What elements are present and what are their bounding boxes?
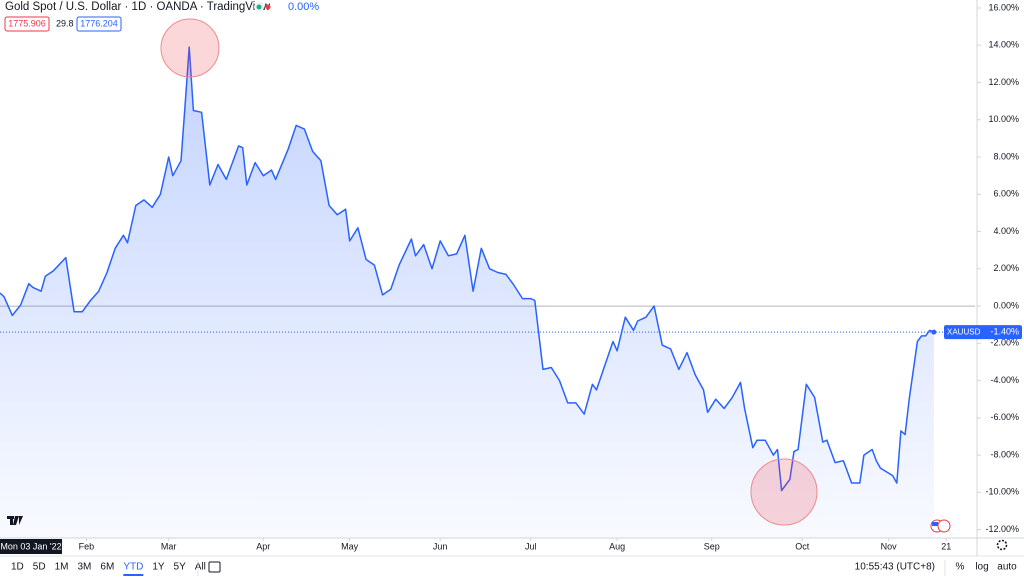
- x-tick-label: Nov: [881, 541, 898, 551]
- date-range-icon[interactable]: [208, 561, 221, 573]
- scale-button[interactable]: %: [956, 562, 965, 573]
- spread: 29.8: [56, 18, 74, 28]
- symbol-label: XAUUSD: [947, 327, 981, 336]
- y-tick-label: 4.00%: [993, 226, 1019, 236]
- change-label: 0.00%: [288, 1, 319, 13]
- y-tick-label: 16.00%: [988, 2, 1019, 12]
- flag-canton: [932, 522, 938, 526]
- x-tick-label: Apr: [256, 541, 270, 551]
- last-value-tag: [944, 325, 1022, 340]
- toolbar: 1D 5D 1M 3M 6M YTD 1Y 5Y All 10:55:43 (UTC+8)% log…: [11, 562, 1017, 576]
- x-tick-label: 21: [941, 541, 951, 551]
- range-button[interactable]: All: [195, 562, 206, 573]
- range-button[interactable]: 1Y: [152, 562, 165, 573]
- y-tick-label: 8.00%: [993, 151, 1019, 161]
- last-point: [931, 329, 937, 335]
- y-tick-label: -12.00%: [985, 524, 1019, 534]
- plot-area: [0, 46, 975, 538]
- y-tick-label: -4.00%: [990, 375, 1019, 385]
- range-button[interactable]: 5Y: [174, 562, 187, 573]
- scale-button[interactable]: auto: [997, 562, 1017, 573]
- y-tick-label: 2.00%: [993, 263, 1019, 273]
- y-tick-label: 10.00%: [988, 114, 1019, 124]
- crosshair-date-box: [0, 539, 62, 554]
- y-tick-label: -8.00%: [990, 449, 1019, 459]
- price-line: [0, 46, 935, 492]
- highlight-circle: [750, 458, 818, 526]
- ask-price: 1776.204: [80, 18, 118, 28]
- x-tick-label: Jun: [433, 541, 448, 551]
- flag-icon: [937, 519, 951, 533]
- y-tick-label: 12.00%: [988, 77, 1019, 87]
- scale-button[interactable]: log: [975, 562, 988, 573]
- status-dot: [256, 4, 262, 10]
- x-tick-label: Mar: [161, 541, 177, 551]
- range-button[interactable]: 1M: [55, 562, 69, 573]
- range-button[interactable]: 3M: [78, 562, 92, 573]
- y-tick-label: -10.00%: [985, 487, 1019, 497]
- chart-title: Gold Spot / U.S. Dollar · 1D · OANDA · T…: [5, 1, 271, 13]
- settings-icon[interactable]: [996, 539, 1008, 551]
- events-icon[interactable]: [930, 519, 951, 533]
- y-tick-label: -2.00%: [990, 338, 1019, 348]
- x-tick-label: May: [341, 541, 359, 551]
- logo-part: [10, 516, 13, 525]
- status-dot: [265, 4, 271, 10]
- y-tick-label: 6.00%: [993, 189, 1019, 199]
- bid-box[interactable]: [4, 16, 50, 32]
- crosshair-date: Mon 03 Jan '22: [0, 541, 61, 551]
- y-tick-label: 0.00%: [993, 300, 1019, 310]
- ask-box[interactable]: [76, 16, 122, 32]
- logo-part: [13, 516, 23, 525]
- area-fill: [0, 47, 934, 538]
- tradingview-logo[interactable]: [7, 516, 23, 525]
- x-tick-label: Oct: [795, 541, 810, 551]
- x-tick-label: Aug: [609, 541, 625, 551]
- bid-price: 1775.906: [8, 18, 46, 28]
- x-tick-label: Jul: [525, 541, 537, 551]
- last-value-label: -1.40%: [990, 327, 1019, 337]
- y-tick-label: 14.00%: [988, 40, 1019, 50]
- range-button[interactable]: 6M: [100, 562, 114, 573]
- y-tick-label: -6.00%: [990, 412, 1019, 422]
- highlight-circle: [160, 18, 220, 78]
- range-button[interactable]: 1D: [11, 562, 24, 573]
- range-button[interactable]: 5D: [33, 562, 46, 573]
- range-button[interactable]: YTD: [123, 562, 143, 573]
- clock[interactable]: 10:55:43 (UTC+8): [855, 562, 935, 573]
- x-tick-label: Feb: [79, 541, 95, 551]
- x-tick-label: Sep: [704, 541, 720, 551]
